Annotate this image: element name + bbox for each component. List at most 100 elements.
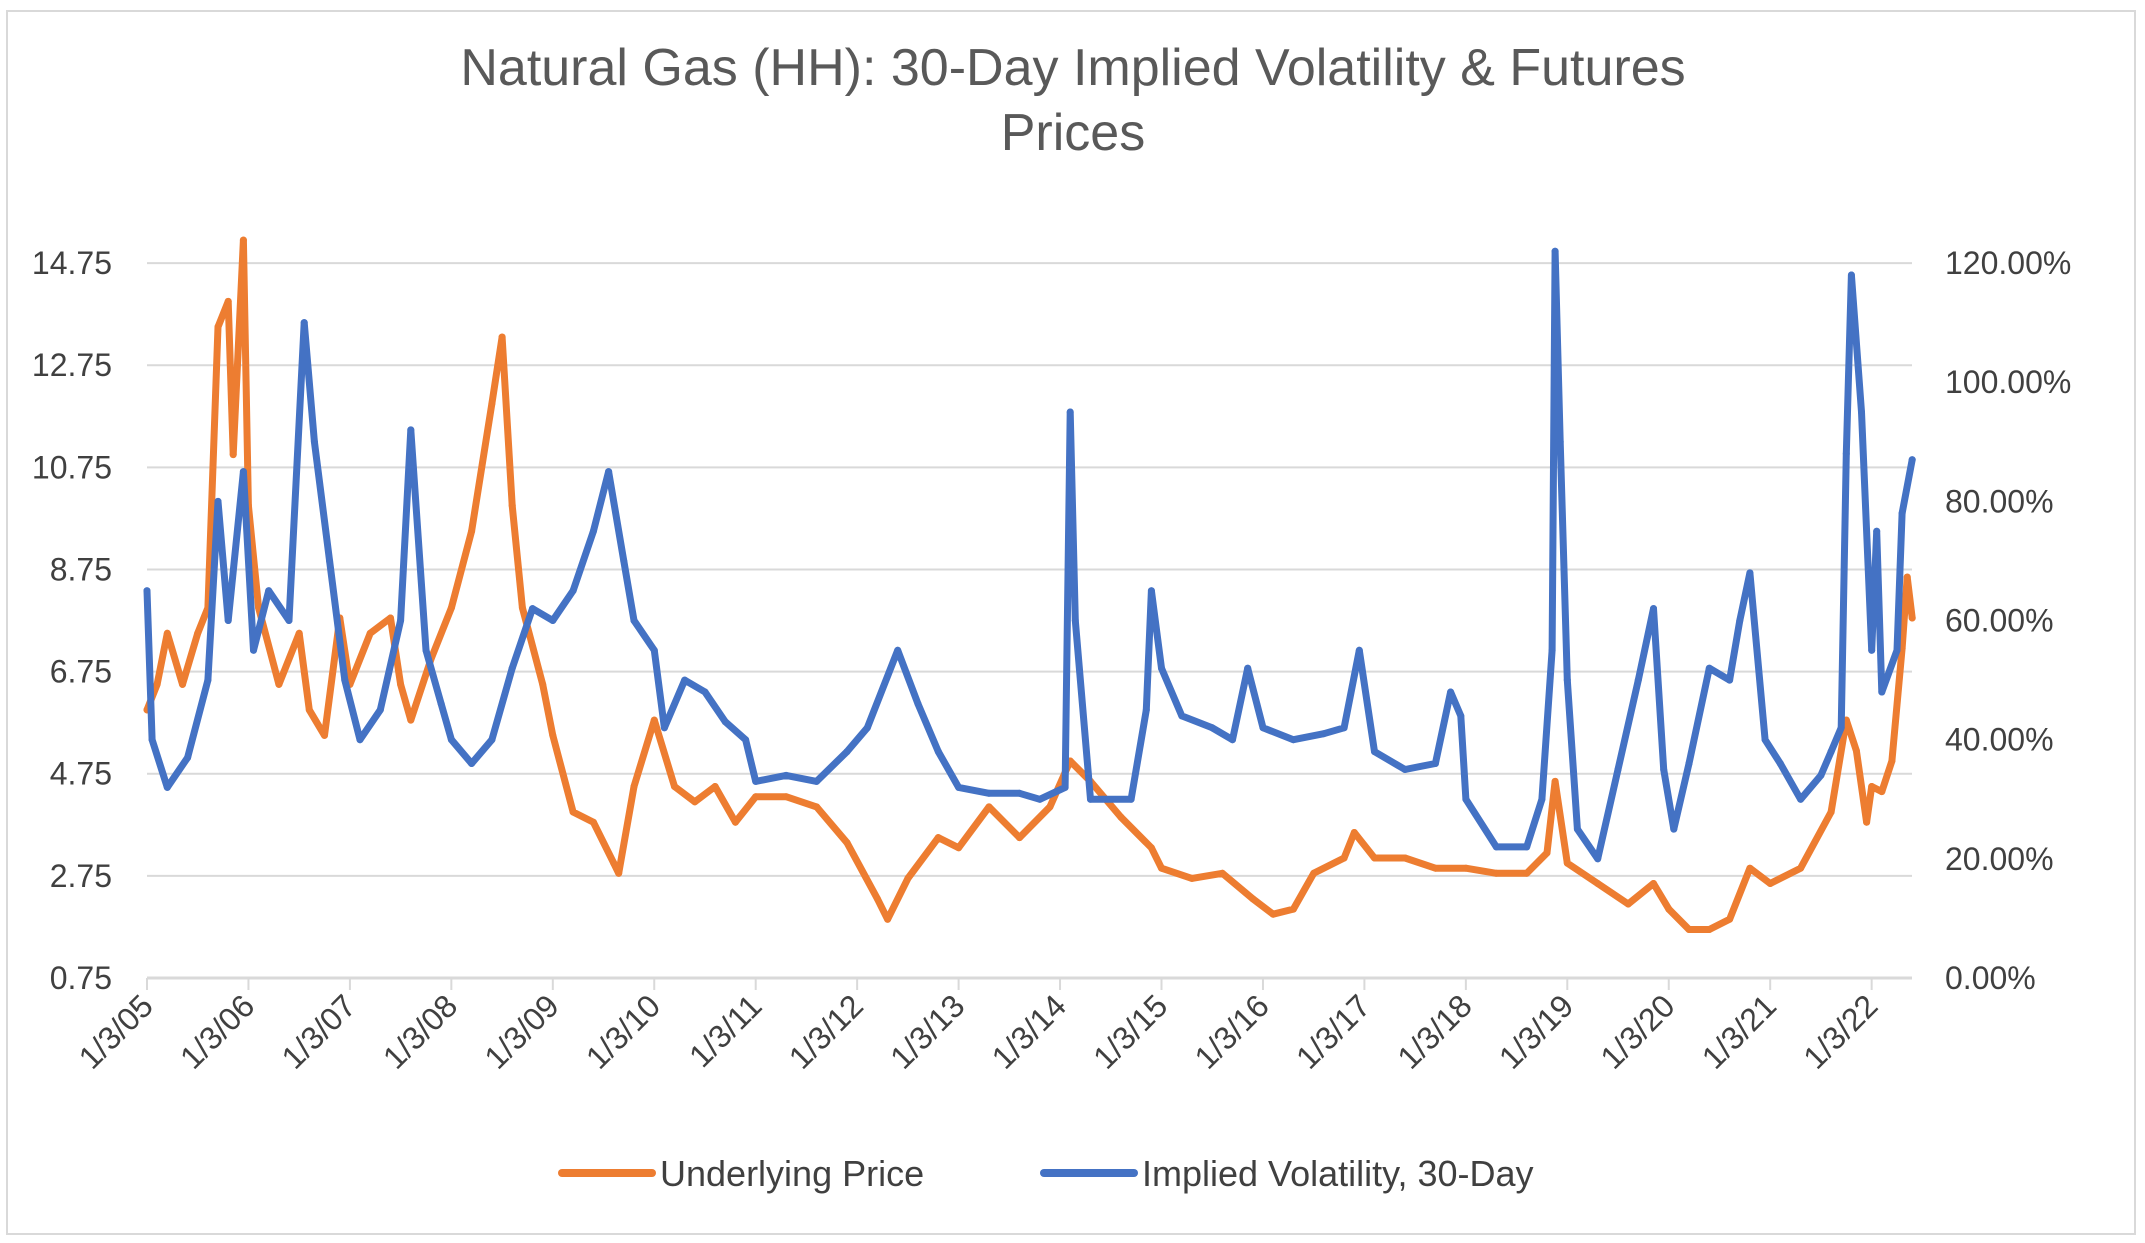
data-point-underlying-price [1340,854,1348,862]
right-y-tick-label: 100.00% [1945,364,2071,400]
data-point-underlying-price [194,629,202,637]
x-tick-label: 1/3/09 [477,987,565,1075]
data-point-underlying-price [498,333,506,341]
data-point-implied-volatility [1650,605,1657,613]
data-point-implied-volatility [184,754,192,762]
x-tick-label: 1/3/06 [173,987,261,1075]
data-point-underlying-price [214,323,222,331]
right-y-tick-label: 0.00% [1945,960,2036,996]
data-point-underlying-price [1766,880,1774,887]
data-point-implied-volatility [1127,795,1135,803]
data-point-implied-volatility [1066,408,1074,416]
data-point-implied-volatility [1071,617,1079,624]
data-point-implied-volatility [721,718,729,726]
data-point-underlying-price [813,803,821,811]
data-point-implied-volatility [214,497,222,505]
data-point-underlying-price [1462,864,1470,872]
data-point-implied-volatility [422,646,430,654]
chart-title-line-1: Natural Gas (HH): 30-Day Implied Volatil… [460,39,1685,97]
data-point-implied-volatility [239,468,247,476]
data-point-implied-volatility [1523,843,1531,851]
data-point-underlying-price [321,731,328,739]
data-point-implied-volatility [1538,795,1546,803]
data-point-implied-volatility [397,617,405,624]
data-point-underlying-price [1868,783,1876,790]
data-point-implied-volatility [955,783,963,791]
data-point-underlying-price [569,808,577,816]
data-point-underlying-price [1523,869,1531,877]
data-point-underlying-price [873,895,881,903]
data-point-implied-volatility [1868,646,1876,654]
data-point-implied-volatility [1320,730,1328,738]
data-point-underlying-price [518,604,526,612]
data-point-underlying-price [752,793,760,801]
legend-label-underlying-price: Underlying Price [660,1153,924,1194]
data-point-implied-volatility [742,736,750,744]
data-point-implied-volatility [1563,676,1571,684]
x-tick-label: 1/3/10 [579,987,667,1075]
gridlines [147,262,1912,877]
data-point-underlying-price [1797,864,1805,872]
data-point-implied-volatility [1447,688,1455,696]
data-point-underlying-price [366,629,374,637]
data-point-implied-volatility [1158,664,1165,672]
data-point-implied-volatility [1685,760,1693,767]
data-point-implied-volatility [250,646,257,654]
data-point-underlying-price [1046,803,1054,811]
data-point-implied-volatility [1061,783,1069,791]
left-y-axis: 0.75 2.75 4.75 6.75 8.75 10.75 12.75 14.75 [32,245,112,996]
right-y-tick-label: 80.00% [1945,483,2054,519]
data-point-underlying-price [1158,864,1165,872]
data-point-underlying-price [1705,926,1713,933]
data-point-underlying-price [843,839,851,847]
data-point-underlying-price [1310,869,1318,877]
data-point-implied-volatility [1142,706,1150,714]
data-point-underlying-price [1492,869,1500,877]
data-point-underlying-price [934,834,942,842]
data-point-underlying-price [904,874,912,882]
data-point-implied-volatility [1462,795,1470,803]
x-tick-label: 1/3/21 [1695,987,1783,1075]
data-point-underlying-price [1650,880,1657,887]
data-point-implied-volatility [1842,450,1850,458]
data-point-underlying-price [1188,874,1196,882]
data-point-implied-volatility [163,783,171,791]
x-tick-label: 1/3/17 [1289,987,1377,1075]
x-tick-label: 1/3/14 [985,987,1073,1075]
data-point-implied-volatility [407,426,415,434]
x-tick-label: 1/3/12 [782,987,870,1075]
data-point-implied-volatility [326,557,334,565]
data-point-underlying-price [630,783,638,790]
data-point-implied-volatility [752,777,760,785]
data-point-implied-volatility [813,777,821,785]
data-point-implied-volatility [204,676,212,684]
data-point-underlying-price [1016,834,1023,842]
data-point-implied-volatility [620,557,628,565]
left-y-tick-label: 8.75 [50,551,112,587]
data-point-implied-volatility [468,760,476,767]
data-point-implied-volatility [605,468,613,476]
data-point-implied-volatility [1492,843,1500,851]
data-point-implied-volatility [1893,646,1901,654]
data-point-implied-volatility [265,587,273,595]
data-point-implied-volatility [1556,438,1564,446]
data-point-underlying-price [1117,813,1125,821]
data-point-implied-volatility [1827,748,1835,756]
data-point-underlying-price [1431,864,1439,872]
data-point-implied-volatility [310,438,318,446]
left-y-tick-label: 12.75 [32,347,112,383]
right-y-tick-label: 40.00% [1945,722,2054,758]
series-line-implied-volatility [143,247,1916,863]
data-point-implied-volatility [914,700,922,708]
data-point-implied-volatility [1355,646,1363,654]
data-point-underlying-price [1852,747,1860,755]
x-tick-label: 1/3/08 [376,987,464,1075]
data-point-implied-volatility [1797,795,1805,803]
data-point-underlying-price [884,915,892,923]
data-point-underlying-price [179,680,186,688]
data-point-implied-volatility [529,605,536,613]
data-point-implied-volatility [843,748,851,756]
data-point-implied-volatility [1776,760,1784,767]
series-line-underlying-price [143,236,1916,933]
